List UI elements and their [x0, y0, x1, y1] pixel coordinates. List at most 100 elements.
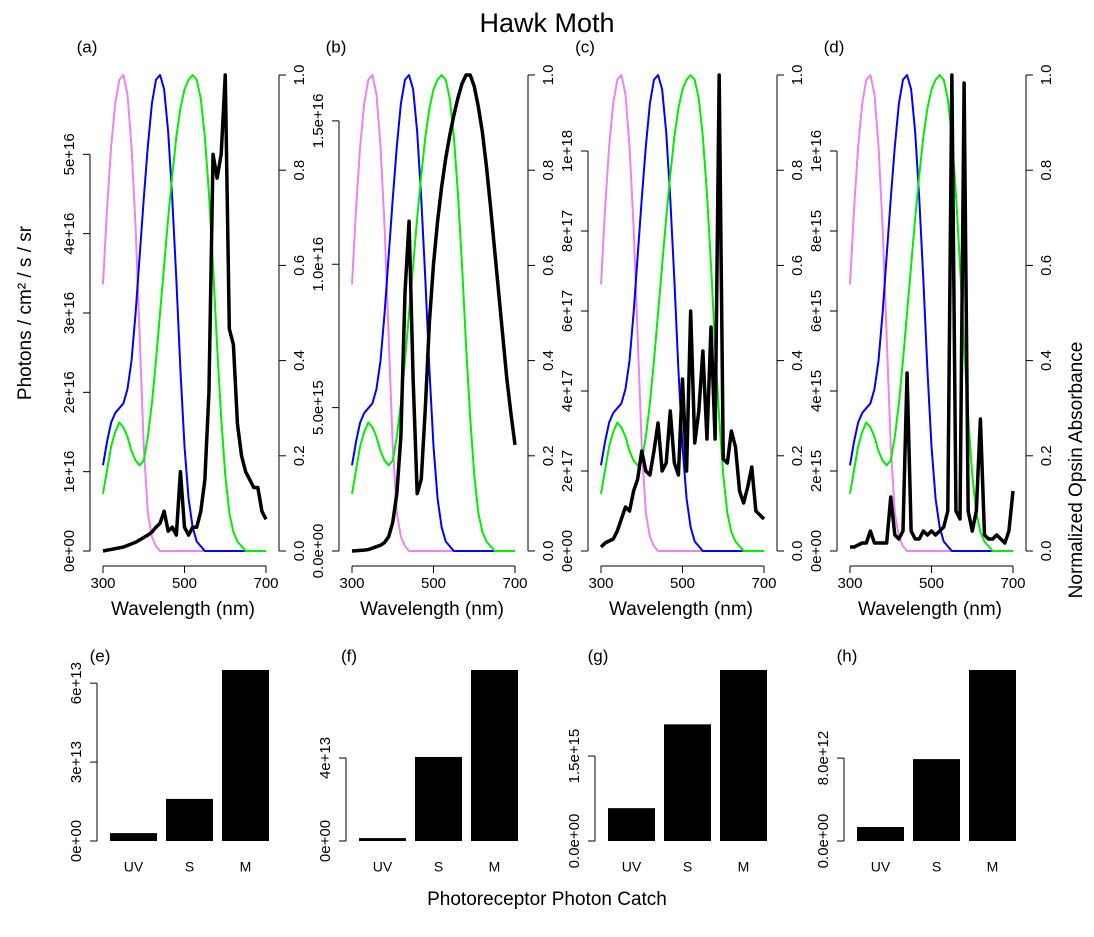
y2-axis-label: Normalized Opsin Absorbance	[1066, 342, 1087, 599]
panel-label: (e)	[90, 646, 111, 665]
panel-label: (b)	[326, 37, 347, 56]
y2-tick-label: 0.8	[1038, 160, 1055, 181]
bar	[857, 827, 904, 841]
panel-label: (h)	[837, 646, 858, 665]
spectrum-line	[102, 73, 268, 553]
y-tick-label: 3e+13	[68, 741, 85, 783]
y2-tick-label: 1.0	[789, 65, 806, 86]
opsin-curve	[102, 74, 266, 552]
y2-tick-label: 0.4	[1038, 350, 1055, 371]
opsin-curve	[600, 74, 764, 552]
x-tick-label: M	[240, 859, 252, 875]
x-tick-label: UV	[124, 859, 144, 875]
y2-tick-label: 0.6	[789, 255, 806, 276]
y-tick-label: 1e+16	[61, 451, 78, 493]
y2-tick-label: 0.4	[789, 350, 806, 371]
panel-label: (c)	[575, 37, 595, 56]
x-tick-label: 300	[588, 575, 613, 592]
y2-tick-label: 0.2	[789, 445, 806, 466]
x-tick-label: UV	[622, 859, 642, 875]
bar	[166, 798, 213, 841]
y-tick-label: 1.5e+16	[310, 94, 327, 149]
y-tick-label: 0e+00	[317, 820, 334, 862]
panel-label: (f)	[341, 646, 357, 665]
y2-tick-label: 1.0	[1038, 65, 1055, 86]
y2-tick-label: 0.0	[789, 541, 806, 562]
y-tick-label: 4e+16	[61, 213, 78, 255]
x-tick-label: S	[185, 859, 194, 875]
y-tick-label: 2e+17	[559, 450, 576, 492]
y2-tick-label: 0.2	[291, 445, 308, 466]
y2-tick-label: 0.4	[291, 350, 308, 371]
bar	[222, 670, 269, 841]
panel-label: (d)	[824, 37, 845, 56]
x-tick-label: S	[434, 859, 443, 875]
x-tick-label: 700	[253, 575, 278, 592]
y-tick-label: 0e+00	[808, 530, 825, 572]
x-axis-label: Wavelength (nm)	[609, 599, 753, 620]
y-tick-label: 0.0e+00	[310, 524, 327, 579]
y-tick-label: 0.0e+00	[566, 814, 583, 869]
figure-title: Hawk Moth	[479, 8, 614, 38]
bar	[415, 756, 462, 841]
y-tick-label: 0e+00	[68, 820, 85, 862]
opsin-curve	[351, 74, 515, 552]
y-tick-label: 8e+15	[808, 210, 825, 252]
spectrum-line	[351, 73, 517, 553]
y2-tick-label: 1.0	[540, 65, 557, 86]
bar	[720, 670, 767, 841]
y-tick-label: 1.0e+16	[310, 237, 327, 292]
bar	[110, 833, 157, 841]
y2-tick-label: 0.0	[540, 541, 557, 562]
x-tick-label: 300	[837, 575, 862, 592]
bar	[913, 759, 960, 841]
y-tick-label: 4e+17	[559, 370, 576, 412]
y2-tick-label: 0.0	[291, 541, 308, 562]
x-tick-label: 500	[421, 575, 446, 592]
y2-tick-label: 0.8	[540, 160, 557, 181]
opsin-curve	[849, 74, 1013, 552]
x-axis-label: Wavelength (nm)	[111, 599, 255, 620]
y-tick-label: 5.0e+15	[310, 380, 327, 435]
y2-tick-label: 1.0	[291, 65, 308, 86]
x-tick-label: M	[738, 859, 750, 875]
x-tick-label: UV	[373, 859, 393, 875]
y-tick-label: 0e+00	[61, 530, 78, 572]
bar	[471, 670, 518, 841]
x-tick-label: M	[987, 859, 999, 875]
y2-tick-label: 0.2	[1038, 445, 1055, 466]
x-tick-label: 700	[1000, 575, 1025, 592]
y-tick-label: 6e+13	[68, 662, 85, 704]
x-tick-label: 300	[339, 575, 364, 592]
y-tick-label: 0e+00	[559, 530, 576, 572]
y-tick-label: 1e+16	[808, 130, 825, 172]
y2-tick-label: 0.0	[1038, 541, 1055, 562]
bar	[359, 838, 406, 841]
x-tick-label: UV	[871, 859, 891, 875]
spectrum-line	[850, 73, 1015, 549]
opsin-curve	[351, 74, 515, 552]
spectrum-line	[599, 73, 766, 549]
y2-tick-label: 0.2	[540, 445, 557, 466]
y-tick-label: 4e+15	[808, 370, 825, 412]
x-axis-label: Wavelength (nm)	[360, 599, 504, 620]
x-tick-label: 700	[502, 575, 527, 592]
x-tick-label: M	[489, 859, 501, 875]
bar	[608, 808, 655, 841]
y2-tick-label: 0.8	[789, 160, 806, 181]
opsin-curve	[102, 74, 266, 552]
y-tick-label: 8e+17	[559, 210, 576, 252]
y2-tick-label: 0.6	[1038, 255, 1055, 276]
x-tick-label: 300	[90, 575, 115, 592]
y-tick-label: 6e+15	[808, 290, 825, 332]
x-tick-label: S	[932, 859, 941, 875]
y-tick-label: 5e+16	[61, 133, 78, 175]
x-tick-label: 500	[172, 575, 197, 592]
bar	[664, 724, 711, 841]
y-tick-label: 8.0e+12	[815, 731, 832, 786]
y2-tick-label: 0.6	[540, 255, 557, 276]
panel-label: (a)	[77, 37, 98, 56]
x-axis-label: Wavelength (nm)	[858, 599, 1002, 620]
